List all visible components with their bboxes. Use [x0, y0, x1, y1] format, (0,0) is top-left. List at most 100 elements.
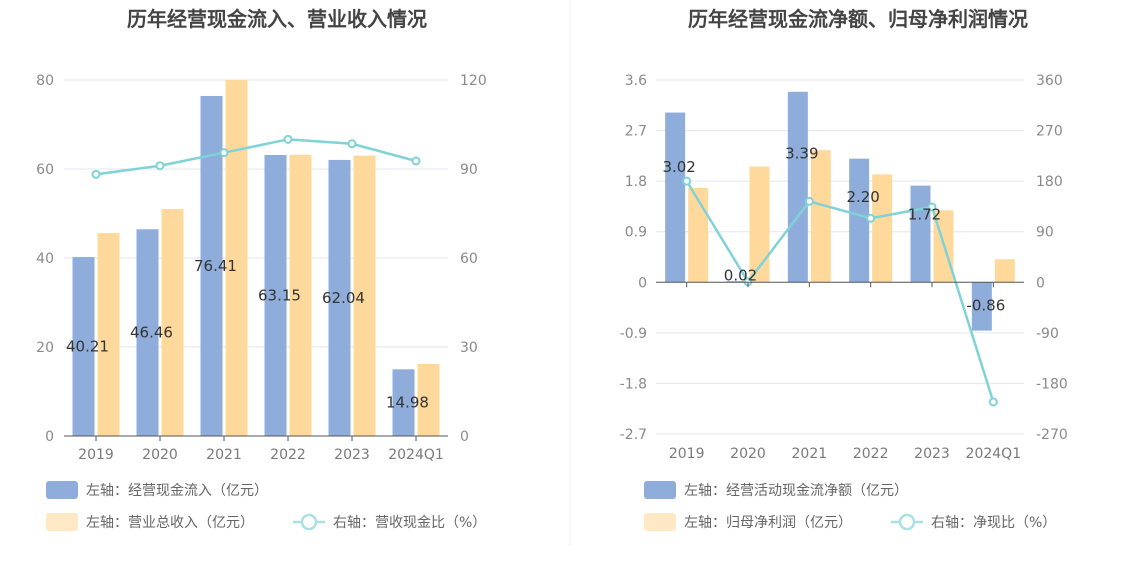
left-axis-tick-label: 0 — [638, 275, 647, 291]
data-label-2023: 1.72 — [908, 205, 941, 223]
left-axis-tick-label: -1.8 — [620, 376, 647, 392]
legend-bar-2-label[interactable]: 左轴：营业总收入（亿元） — [86, 515, 254, 531]
bar-series-1-2019 — [665, 112, 686, 283]
left-axis-tick-label: -2.7 — [620, 427, 647, 443]
legend-bar-2-swatch[interactable] — [644, 513, 676, 531]
category-label: 2024Q1 — [966, 446, 1022, 462]
right-axis-tick-label: 90 — [460, 162, 478, 178]
category-label: 2020 — [730, 446, 766, 462]
right-axis-tick-label: 120 — [460, 73, 487, 89]
left-axis-tick-label: 80 — [36, 73, 54, 89]
right-axis-tick-label: 0 — [1036, 275, 1045, 291]
bar-series-2-2021 — [810, 150, 831, 283]
left-axis-tick-label: 2.7 — [625, 124, 647, 140]
legend-line-marker[interactable] — [898, 513, 916, 531]
data-label-2021: 3.39 — [785, 144, 818, 162]
legend-bar-1-label[interactable]: 左轴：经营活动现金流净额（亿元） — [684, 483, 908, 499]
right-axis-tick-label: 0 — [460, 429, 469, 445]
chart-right: 历年经营现金流净额、归母净利润情况 3.02 0.02 3.39 2.20 1.72 -0… — [620, 7, 1068, 531]
bar-series-1-2019 — [72, 257, 95, 436]
bar-series-1-2021 — [200, 95, 223, 437]
line-point-2019 — [682, 176, 692, 186]
right-axis-tick-label: 60 — [460, 251, 478, 267]
line-point-2021 — [804, 196, 814, 206]
category-label: 2023 — [334, 447, 370, 463]
legend-bar-1-swatch[interactable] — [644, 481, 676, 499]
line-series-path — [685, 180, 995, 403]
category-label: 2021 — [206, 447, 242, 463]
data-label-2021: 76.41 — [194, 257, 237, 275]
category-label: 2019 — [78, 447, 114, 463]
right-axis-tick-label: 90 — [1036, 225, 1054, 241]
left-axis-tick-label: -0.9 — [620, 326, 647, 342]
line-point-2022 — [283, 134, 293, 144]
bar-series-1-2020 — [726, 281, 747, 283]
chart-left-title: 历年经营现金流入、营业收入情况 — [127, 7, 427, 31]
chart-right-title: 历年经营现金流净额、归母净利润情况 — [688, 7, 1028, 31]
category-label: 2020 — [142, 447, 178, 463]
line-point-2020 — [155, 161, 165, 171]
left-axis-tick-label: 20 — [36, 340, 54, 356]
data-label-2020: 46.46 — [130, 324, 173, 342]
line-point-2019 — [91, 169, 101, 179]
data-label-2020: 0.02 — [724, 266, 757, 284]
left-axis-tick-label: 1.8 — [625, 174, 647, 190]
line-point-2023 — [927, 202, 937, 212]
bar-series-2-2020 — [749, 166, 770, 283]
legend-bar-2-label[interactable]: 左轴：归母净利润（亿元） — [684, 514, 852, 531]
left-axis-tick-label: 0.9 — [625, 225, 647, 241]
category-label: 2022 — [270, 447, 306, 463]
data-label-2024Q1: -0.86 — [966, 296, 1005, 314]
data-label-2019: 3.02 — [662, 158, 695, 176]
bar-series-2-2019 — [97, 233, 120, 436]
right-axis-tick-label: -90 — [1036, 326, 1059, 342]
left-axis-tick-label: 0 — [45, 429, 54, 445]
legend-bar-2-swatch[interactable] — [46, 513, 78, 531]
bar-series-2-2022 — [872, 174, 893, 283]
category-label: 2022 — [853, 446, 889, 462]
bar-series-1-2022 — [264, 154, 287, 437]
legend-line-marker[interactable] — [300, 513, 318, 531]
line-point-2024Q1 — [988, 397, 998, 407]
right-axis-tick-label: 270 — [1036, 124, 1063, 140]
line-point-2024Q1 — [411, 156, 421, 166]
bar-series-2-2022 — [289, 154, 312, 436]
right-axis-tick-label: 30 — [460, 340, 478, 356]
data-label-2019: 40.21 — [66, 338, 109, 356]
left-axis-tick-label: 60 — [36, 162, 54, 178]
bar-series-2-2020 — [161, 209, 184, 436]
legend-bar-1-swatch[interactable] — [46, 481, 78, 499]
bar-series-1-2024Q1 — [392, 369, 415, 436]
bar-series-2-2024Q1 — [994, 259, 1015, 283]
bar-series-1-2024Q1 — [971, 282, 992, 331]
right-axis-tick-label: -270 — [1036, 427, 1068, 443]
bar-series-1-2022 — [849, 158, 870, 283]
bar-series-2-2023 — [353, 155, 376, 436]
left-axis-tick-label: 40 — [36, 251, 54, 267]
right-axis-tick-label: 360 — [1036, 73, 1063, 89]
legend-bar-1-label[interactable]: 左轴：经营现金流入（亿元） — [86, 483, 268, 499]
data-label-2022: 2.20 — [846, 188, 879, 206]
chart-left: 历年经营现金流入、营业收入情况 40.21 46.46 76.41 63.15 62.0… — [36, 7, 487, 531]
category-label: 2024Q1 — [388, 447, 444, 463]
category-label: 2021 — [792, 446, 828, 462]
line-point-2023 — [347, 139, 357, 149]
bar-series-2-2021 — [225, 80, 248, 436]
legend-line-label[interactable]: 右轴：净现比（%） — [931, 515, 1056, 531]
line-series-path — [95, 138, 417, 176]
line-point-2021 — [219, 148, 229, 158]
bar-series-1-2023 — [910, 185, 931, 283]
bar-series-1-2020 — [136, 229, 159, 436]
bar-series-2-2024Q1 — [417, 363, 440, 436]
line-point-2022 — [866, 213, 876, 223]
bar-series-1-2021 — [787, 91, 808, 283]
data-label-2022: 63.15 — [258, 286, 301, 304]
left-axis-tick-label: 3.6 — [625, 73, 647, 89]
right-axis-tick-label: -180 — [1036, 376, 1068, 392]
legend-line-label[interactable]: 右轴：营收现金比（%） — [333, 515, 486, 531]
right-axis-tick-label: 180 — [1036, 174, 1063, 190]
bar-series-2-2019 — [688, 187, 709, 283]
bar-series-1-2023 — [328, 159, 351, 436]
category-label: 2023 — [914, 446, 950, 462]
